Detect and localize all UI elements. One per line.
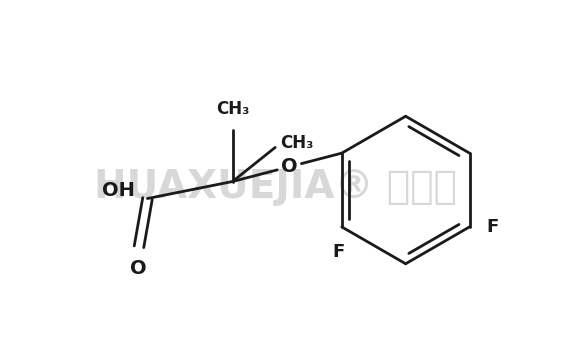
Text: CH₃: CH₃ <box>216 100 249 118</box>
Text: F: F <box>486 218 499 236</box>
Text: F: F <box>333 243 345 261</box>
Text: OH: OH <box>101 180 135 200</box>
Text: O: O <box>281 157 298 176</box>
Text: O: O <box>129 259 146 278</box>
Text: CH₃: CH₃ <box>280 134 313 152</box>
Text: HUAXUEJIA® 化学加: HUAXUEJIA® 化学加 <box>93 168 457 206</box>
